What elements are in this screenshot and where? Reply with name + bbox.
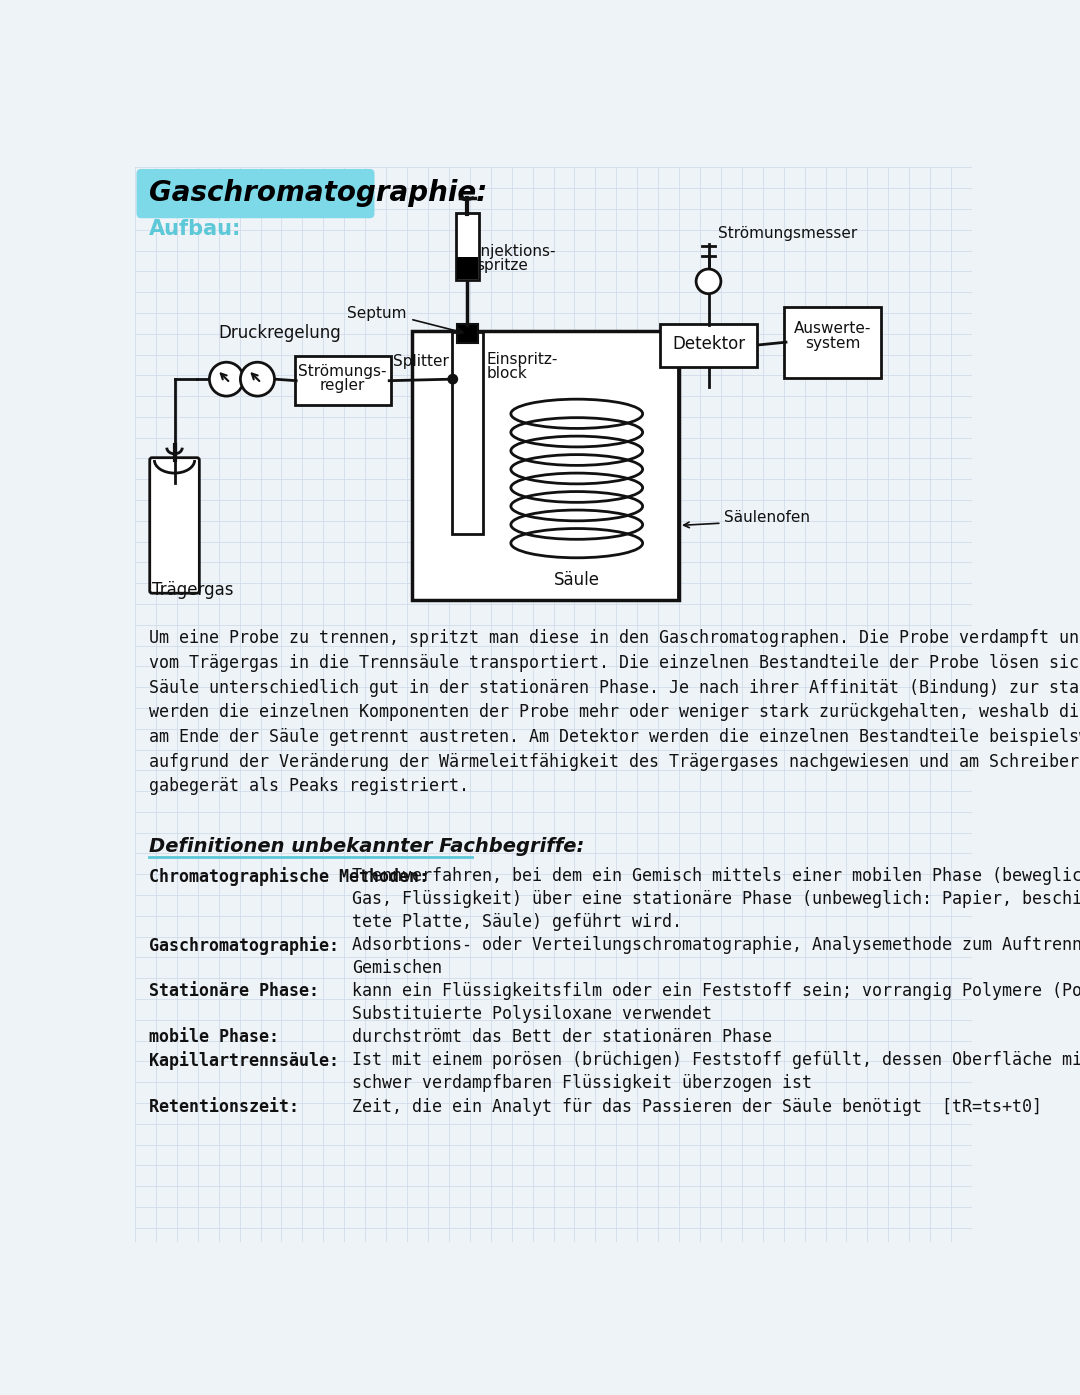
- Text: Trägergas: Trägergas: [152, 580, 233, 598]
- Text: Chromatographische Methoden:: Chromatographische Methoden:: [149, 866, 438, 886]
- Text: Injektions-: Injektions-: [476, 244, 555, 259]
- Text: Adsorbtions- oder Verteilungschromatographie, Analysemethode zum Auftrennen von: Adsorbtions- oder Verteilungschromatogra…: [352, 936, 1080, 954]
- Text: Auswerte-: Auswerte-: [794, 321, 872, 336]
- Text: Einspritz-: Einspritz-: [487, 352, 558, 367]
- Text: Trennverfahren, bei dem ein Gemisch mittels einer mobilen Phase (beweglich:: Trennverfahren, bei dem ein Gemisch mitt…: [352, 866, 1080, 884]
- Text: Retentionszeit:: Retentionszeit:: [149, 1098, 309, 1116]
- Text: block: block: [487, 365, 528, 381]
- FancyBboxPatch shape: [661, 324, 757, 367]
- Text: werden die einzelnen Komponenten der Probe mehr oder weniger stark zurückgehalte: werden die einzelnen Komponenten der Pro…: [149, 703, 1080, 721]
- Text: kann ein Flüssigkeitsfilm oder ein Feststoff sein; vorrangig Polymere (Polysilox: kann ein Flüssigkeitsfilm oder ein Fests…: [352, 982, 1080, 1000]
- FancyBboxPatch shape: [456, 213, 480, 280]
- Text: Säule unterschiedlich gut in der stationären Phase. Je nach ihrer Affinität (Bin: Säule unterschiedlich gut in der station…: [149, 679, 1080, 696]
- Text: Gemischen: Gemischen: [352, 958, 442, 976]
- Text: schwer verdampfbaren Flüssigkeit überzogen ist: schwer verdampfbaren Flüssigkeit überzog…: [352, 1074, 812, 1092]
- Text: Stationäre Phase:: Stationäre Phase:: [149, 982, 329, 1000]
- Text: Um eine Probe zu trennen, spritzt man diese in den Gaschromatographen. Die Probe: Um eine Probe zu trennen, spritzt man di…: [149, 629, 1080, 647]
- Circle shape: [447, 374, 458, 385]
- Text: tete Platte, Säule) geführt wird.: tete Platte, Säule) geführt wird.: [352, 912, 681, 930]
- Text: regler: regler: [320, 378, 365, 393]
- Text: Ist mit einem porösen (brüchigen) Feststoff gefüllt, dessen Oberfläche mit einer: Ist mit einem porösen (brüchigen) Festst…: [352, 1052, 1080, 1070]
- Text: Gaschromatographie:: Gaschromatographie:: [149, 936, 349, 954]
- FancyBboxPatch shape: [413, 332, 679, 600]
- FancyBboxPatch shape: [457, 258, 478, 279]
- Circle shape: [697, 269, 721, 294]
- Text: vom Trägergas in die Trennsäule transportiert. Die einzelnen Bestandteile der Pr: vom Trägergas in die Trennsäule transpor…: [149, 654, 1080, 672]
- FancyBboxPatch shape: [136, 169, 375, 218]
- Text: Detektor: Detektor: [672, 335, 745, 353]
- Text: Definitionen unbekannter Fachbegriffe:: Definitionen unbekannter Fachbegriffe:: [149, 837, 584, 857]
- Text: Säulenofen: Säulenofen: [724, 509, 810, 525]
- Text: Splitter: Splitter: [393, 354, 449, 370]
- Text: durchströmt das Bett der stationären Phase: durchströmt das Bett der stationären Pha…: [352, 1028, 772, 1046]
- Text: system: system: [805, 336, 860, 352]
- FancyBboxPatch shape: [458, 325, 477, 343]
- Text: Strömungs-: Strömungs-: [298, 364, 387, 379]
- Text: spritze: spritze: [476, 258, 528, 273]
- Text: am Ende der Säule getrennt austreten. Am Detektor werden die einzelnen Bestandte: am Ende der Säule getrennt austreten. Am…: [149, 728, 1080, 746]
- Text: Aufbau:: Aufbau:: [149, 219, 241, 239]
- Text: Zeit, die ein Analyt für das Passieren der Säule benötigt  [tR=ts+t0]: Zeit, die ein Analyt für das Passieren d…: [352, 1098, 1042, 1116]
- FancyBboxPatch shape: [295, 356, 391, 406]
- Text: gabegerät als Peaks registriert.: gabegerät als Peaks registriert.: [149, 777, 469, 795]
- Circle shape: [210, 363, 243, 396]
- FancyBboxPatch shape: [451, 332, 483, 534]
- Text: aufgrund der Veränderung der Wärmeleitfähigkeit des Trägergases nachgewiesen und: aufgrund der Veränderung der Wärmeleitfä…: [149, 752, 1080, 770]
- Circle shape: [241, 363, 274, 396]
- Text: Strömungsmesser: Strömungsmesser: [718, 226, 858, 241]
- Text: Substituierte Polysiloxane verwendet: Substituierte Polysiloxane verwendet: [352, 1006, 712, 1023]
- FancyBboxPatch shape: [150, 458, 200, 593]
- Text: Gaschromatographie:: Gaschromatographie:: [149, 180, 487, 208]
- FancyBboxPatch shape: [784, 307, 880, 378]
- Text: Kapillartrennsäule:: Kapillartrennsäule:: [149, 1052, 349, 1070]
- Text: Druckregelung: Druckregelung: [218, 325, 341, 342]
- Text: Gas, Flüssigkeit) über eine stationäre Phase (unbeweglich: Papier, beschich-: Gas, Flüssigkeit) über eine stationäre P…: [352, 890, 1080, 908]
- Text: Säule: Säule: [554, 571, 599, 589]
- Text: Septum: Septum: [347, 306, 406, 321]
- Text: mobile Phase:: mobile Phase:: [149, 1028, 289, 1046]
